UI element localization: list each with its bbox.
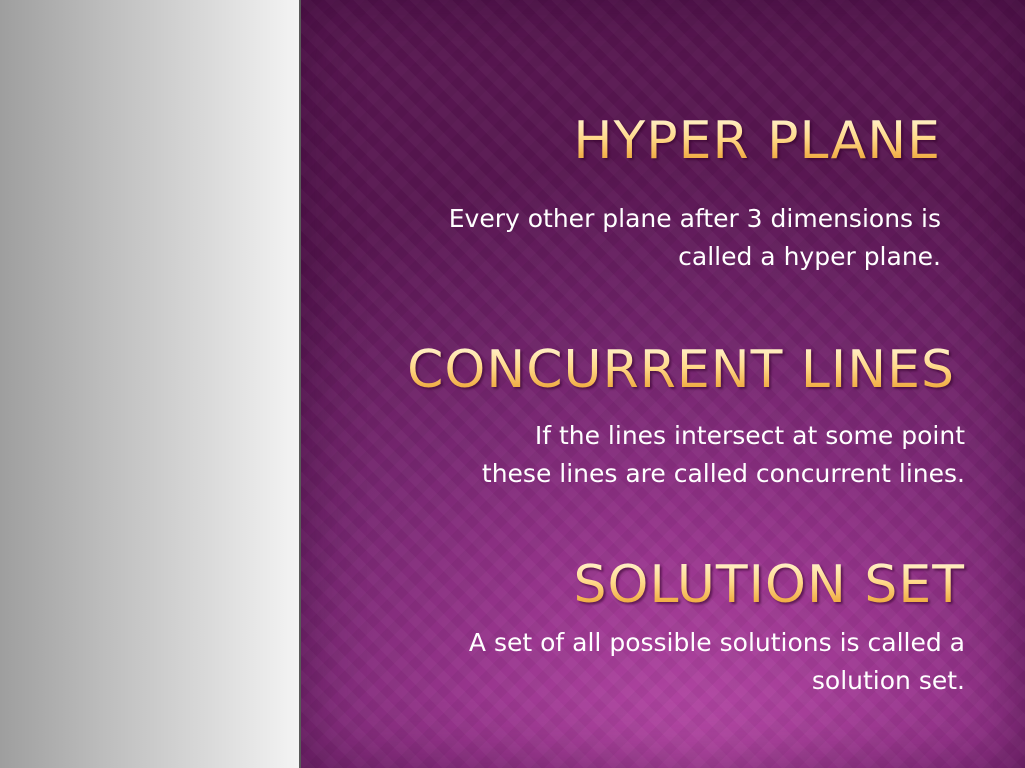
content-panel: HYPER PLANE Every other plane after 3 di… [301,0,1025,768]
panel-divider [299,0,301,768]
body-line: A set of all possible solutions is calle… [468,628,965,657]
heading-solution-set: SOLUTION SET [573,555,965,615]
text-solution-set-definition: A set of all possible solutions is calle… [469,624,965,700]
heading-hyper-plane: HYPER PLANE [573,111,941,171]
body-line: solution set. [811,666,965,695]
text-hyper-plane-definition: Every other plane after 3 dimensions is … [449,200,941,276]
left-gradient-panel [0,0,299,768]
body-line: called a hyper plane. [678,242,941,271]
diamond-pattern-background [301,0,1025,768]
body-line: these lines are called concurrent lines. [481,459,965,488]
body-line: If the lines intersect at some point [534,421,965,450]
text-concurrent-lines-definition: If the lines intersect at some point the… [482,417,965,493]
body-line: Every other plane after 3 dimensions is [448,204,941,233]
heading-concurrent-lines: CONCURRENT LINES [407,340,955,400]
